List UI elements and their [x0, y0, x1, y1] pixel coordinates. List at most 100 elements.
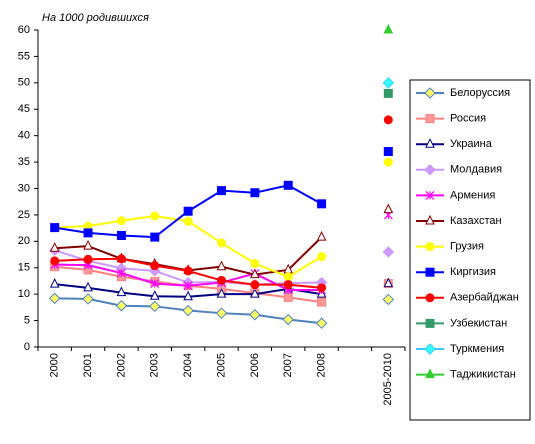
point — [315, 317, 328, 329]
legend-marker — [425, 114, 435, 124]
point — [217, 186, 226, 196]
point — [316, 230, 327, 241]
point — [150, 261, 160, 271]
point — [317, 297, 327, 307]
x-tick-label: 2006 — [249, 353, 261, 377]
x-tick-label: 2005-2010 — [382, 353, 394, 406]
point — [382, 77, 395, 89]
legend-label: Киргизия — [450, 266, 496, 278]
point — [249, 309, 261, 321]
x-tick-label: 2007 — [282, 353, 294, 377]
point — [215, 307, 228, 319]
legend-label: Узбекистан — [450, 317, 507, 329]
y-tick-label: 25 — [18, 209, 30, 221]
legend-marker — [424, 87, 436, 99]
y-tick-label: 15 — [18, 262, 30, 274]
y-tick-label: 30 — [18, 182, 30, 194]
y-tick-label: 20 — [18, 235, 30, 247]
point — [50, 223, 60, 233]
point — [317, 252, 327, 262]
point — [383, 147, 393, 157]
y-tick-label: 10 — [18, 288, 30, 300]
point — [250, 288, 260, 298]
point — [283, 272, 293, 282]
point — [183, 266, 193, 276]
point — [383, 115, 393, 125]
legend-marker — [425, 267, 435, 277]
point — [382, 293, 395, 306]
legend-label: Армения — [450, 189, 495, 201]
point — [115, 300, 128, 312]
point — [182, 304, 194, 317]
point — [383, 277, 394, 288]
point — [83, 254, 93, 264]
point — [250, 268, 260, 279]
point — [383, 23, 394, 34]
point — [250, 280, 260, 290]
legend-label: Молдавия — [450, 164, 502, 176]
legend-marker — [424, 164, 436, 176]
y-tick-label: 35 — [18, 156, 30, 168]
x-tick-label: 2001 — [82, 353, 94, 377]
point — [150, 232, 160, 242]
point — [183, 281, 193, 291]
legend-marker — [425, 242, 435, 252]
point — [116, 268, 126, 278]
legend-label: Россия — [450, 113, 486, 125]
x-tick-label: 2004 — [182, 353, 194, 377]
point — [149, 290, 160, 300]
point — [83, 239, 93, 250]
y-tick-label: 50 — [18, 77, 30, 89]
legend-label: Грузия — [450, 241, 484, 253]
point — [250, 188, 260, 198]
point — [150, 211, 160, 221]
point — [116, 254, 126, 264]
legend-marker — [425, 368, 435, 379]
point — [150, 279, 160, 289]
point — [216, 260, 227, 271]
point — [116, 231, 126, 241]
legend-label: Таджикистан — [450, 369, 516, 381]
point — [382, 246, 395, 258]
point — [216, 288, 227, 298]
y-tick-label: 55 — [18, 50, 30, 62]
point — [116, 286, 127, 297]
point — [149, 300, 161, 313]
legend-marker — [425, 214, 435, 225]
point — [283, 280, 293, 290]
point — [383, 203, 394, 214]
point — [217, 238, 226, 248]
legend-label: Украина — [450, 138, 493, 150]
point — [83, 228, 93, 238]
point — [282, 313, 294, 326]
y-tick-label: 0 — [24, 341, 30, 353]
point — [116, 216, 126, 226]
x-tick-label: 2005 — [215, 353, 227, 377]
point — [383, 157, 393, 167]
y-tick-label: 60 — [18, 24, 30, 36]
y-tick-label: 45 — [18, 103, 30, 115]
legend-label: Белоруссия — [450, 87, 510, 99]
point — [217, 275, 226, 285]
y-tick-label: 5 — [24, 314, 30, 326]
x-tick-label: 2008 — [315, 353, 327, 377]
legend-label: Азербайджан — [450, 292, 519, 304]
point — [283, 292, 293, 302]
x-tick-label: 2003 — [149, 353, 161, 377]
legend-marker — [425, 190, 435, 200]
point — [250, 259, 260, 269]
point — [82, 293, 94, 305]
y-tick-label: 40 — [18, 130, 30, 142]
point — [49, 278, 60, 288]
point — [317, 199, 327, 209]
point — [48, 292, 61, 305]
point — [317, 283, 327, 293]
point — [83, 281, 93, 292]
point — [183, 290, 193, 301]
legend-marker — [425, 138, 435, 148]
legend-label: Казахстан — [450, 215, 502, 227]
legend-label: Туркмения — [450, 343, 504, 355]
point — [183, 206, 193, 216]
point — [283, 180, 293, 190]
